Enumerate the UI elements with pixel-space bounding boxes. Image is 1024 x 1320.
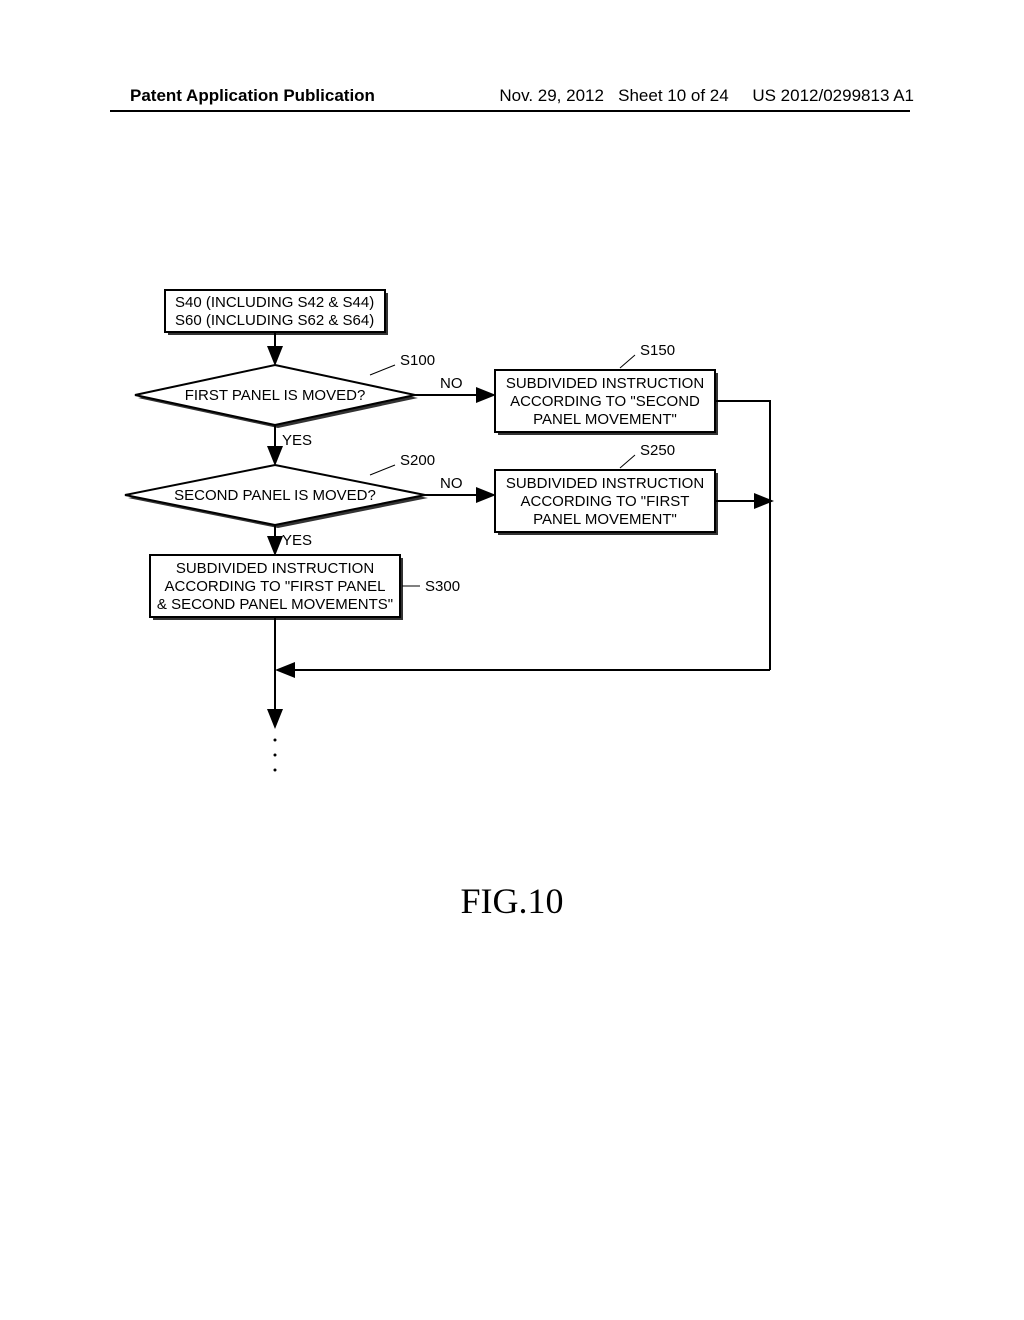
box-s300-line2: ACCORDING TO "FIRST PANEL: [165, 578, 386, 595]
label-yes-2: YES: [282, 532, 312, 549]
label-s150: S150: [640, 342, 675, 359]
box-top-line2: S60 (INCLUDING S62 & S64): [175, 312, 374, 329]
leader-s100: [370, 365, 395, 375]
box-s150: SUBDIVIDED INSTRUCTION ACCORDING TO "SEC…: [495, 370, 718, 435]
box-s300-line3: & SECOND PANEL MOVEMENTS": [157, 596, 393, 613]
box-top: S40 (INCLUDING S42 & S44) S60 (INCLUDING…: [165, 290, 388, 335]
decision-s200-text: SECOND PANEL IS MOVED?: [174, 487, 376, 504]
label-s200: S200: [400, 452, 435, 469]
decision-s200: SECOND PANEL IS MOVED?: [125, 465, 428, 528]
flowchart-svg: S40 (INCLUDING S42 & S44) S60 (INCLUDING…: [0, 0, 1024, 1320]
figure-title: FIG.10: [0, 880, 1024, 922]
label-s100: S100: [400, 352, 435, 369]
leader-s200: [370, 465, 395, 475]
box-s300: SUBDIVIDED INSTRUCTION ACCORDING TO "FIR…: [150, 555, 403, 620]
box-top-line1: S40 (INCLUDING S42 & S44): [175, 294, 374, 311]
decision-s100: FIRST PANEL IS MOVED?: [135, 365, 418, 428]
box-s150-line1: SUBDIVIDED INSTRUCTION: [506, 375, 704, 392]
page: Patent Application Publication Nov. 29, …: [0, 0, 1024, 1320]
cont-dot-3: [274, 769, 277, 772]
box-s150-line3: PANEL MOVEMENT": [533, 411, 677, 428]
path-s150-merge: [715, 401, 770, 670]
label-s250: S250: [640, 442, 675, 459]
cont-dot-2: [274, 754, 277, 757]
box-s250-line1: SUBDIVIDED INSTRUCTION: [506, 475, 704, 492]
label-s300: S300: [425, 578, 460, 595]
label-no-1: NO: [440, 375, 463, 392]
label-no-2: NO: [440, 475, 463, 492]
decision-s100-text: FIRST PANEL IS MOVED?: [185, 387, 366, 404]
leader-s250: [620, 455, 635, 468]
box-s300-line1: SUBDIVIDED INSTRUCTION: [176, 560, 374, 577]
box-s250-line2: ACCORDING TO "FIRST: [521, 493, 690, 510]
label-yes-1: YES: [282, 432, 312, 449]
leader-s150: [620, 355, 635, 368]
box-s250: SUBDIVIDED INSTRUCTION ACCORDING TO "FIR…: [495, 470, 718, 535]
box-s250-line3: PANEL MOVEMENT": [533, 511, 677, 528]
cont-dot-1: [274, 739, 277, 742]
box-s150-line2: ACCORDING TO "SECOND: [510, 393, 700, 410]
